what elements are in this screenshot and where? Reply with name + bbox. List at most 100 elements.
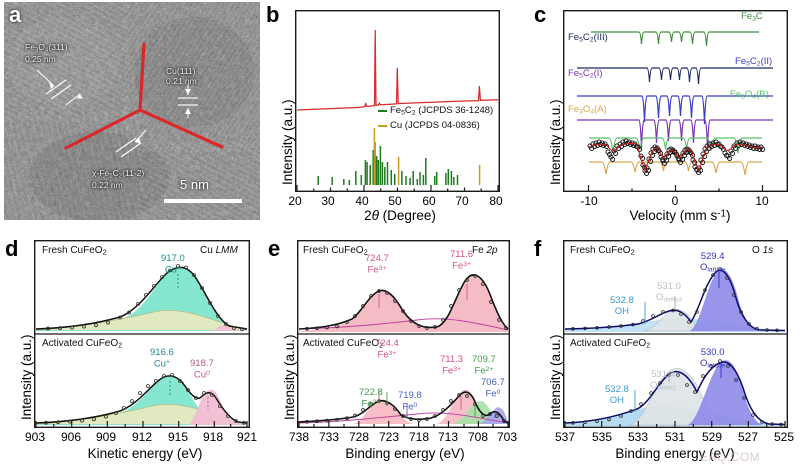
panel-a-tem-image: Fe3O4(311) 0.25 nm Cu(111) 0.21 nm χ-Fe5… (4, 2, 260, 220)
panel-d-tick-912: 912 (131, 430, 153, 444)
panel-d-peak-918-7: 918.7 Cu0 (190, 358, 214, 381)
panel-b-legend-fe5c2: Fe5C2 (JCPDS 36-1248) (378, 105, 493, 117)
panel-f-plot (563, 240, 788, 428)
panel-c-comp-fe3o4-b: Fe3O4(B) (730, 89, 769, 101)
panel-c-tick-0: 0 (671, 194, 679, 208)
panel-f-peak-532-8: 532.8 OH (610, 295, 634, 317)
panel-d-xlabel: Kinetic energy (eV) (87, 446, 203, 461)
tem-cu-spacing: 0.21 nm (166, 76, 197, 87)
panel-d-tick-906: 906 (60, 430, 82, 444)
panel-c-tick-neg10: -10 (580, 194, 598, 208)
panel-e-tick-713: 713 (437, 430, 459, 444)
panel-e-peak-711-3: 711.3 Fe3+ (440, 354, 464, 377)
panel-b-xlabel: 2θ (Degree) (364, 208, 436, 223)
legend-text-cu: Cu (JCPDS 04-0836) (390, 120, 480, 131)
panel-e-tick-708: 708 (467, 430, 489, 444)
panel-c-comp-fe5c2-iii: Fe5C2(III) (568, 32, 608, 44)
tem-fe5c2-spacing: 0.22 nm (92, 179, 123, 190)
panel-b-plot (295, 10, 500, 192)
legend-text-fe5c2: Fe5C2 (JCPDS 36-1248) (390, 105, 494, 117)
panel-f-tick-537: 537 (554, 430, 576, 444)
panel-e-tick-703: 703 (496, 430, 518, 444)
panel-b-tick-60: 60 (422, 194, 436, 208)
panel-e-peak-724-4: 724.4 Fe3+ (375, 338, 399, 361)
panel-d-peak-917: 917.0 Cu+ (161, 253, 185, 276)
panel-f-peak-531-4: 531.4 Odefect (650, 369, 676, 392)
panel-b-ylabel: Intensity (a.u.) (280, 99, 295, 185)
panel-a-label: a (9, 2, 22, 27)
panel-b-legend-cu: Cu (JCPDS 04-0836) (378, 120, 480, 131)
panel-f-tick-531: 531 (664, 430, 686, 444)
panel-f-label: f (534, 236, 542, 261)
panel-f-tick-525: 525 (773, 430, 795, 444)
panel-d-tick-903: 903 (24, 430, 46, 444)
panel-e-peak-724-7: 724.7 Fe3+ (365, 253, 389, 276)
panel-c-label: c (534, 2, 547, 27)
panel-d-tick-921: 921 (236, 430, 258, 444)
panel-c-comp-fe3o4-a: Fe3O4(A) (568, 104, 607, 116)
panel-e-top-title: Fresh CuFeO2 (303, 245, 368, 257)
panel-e-bottom-title: Activated CuFeO2 (303, 338, 384, 350)
panel-f-region-label: O 1s (752, 245, 774, 256)
panel-e-peak-706-7: 706.7 Fe0 (481, 377, 505, 400)
panel-e-xlabel: Binding energy (eV) (345, 446, 465, 461)
panel-c-comp-fe3c: Fe3C (741, 11, 763, 23)
panel-c-tick-10: 10 (755, 194, 769, 208)
panel-d-tick-909: 909 (95, 430, 117, 444)
tem-annotation-fe3o4: Fe3O4(311) 0.25 nm (25, 42, 68, 64)
panel-d-tick-918: 918 (202, 430, 224, 444)
panel-e-peak-719-8: 719.8 Fe0 (398, 390, 422, 413)
panel-f-top-title: Fresh CuFeO2 (570, 245, 635, 257)
panel-e-tick-723: 723 (378, 430, 400, 444)
tem-scale-bar (164, 199, 242, 203)
legend-dash-cu (378, 124, 387, 127)
panel-c-plot (563, 10, 788, 192)
tem-fe3o4-spacing: 0.25 nm (25, 53, 56, 64)
panel-f-peak-529-4: 529.4 Olattice (700, 251, 726, 274)
panel-f-peak-532-8-act: 532.8 OH (605, 384, 629, 406)
panel-b-label: b (266, 2, 280, 27)
panel-f-bottom-title: Activated CuFeO2 (570, 338, 651, 350)
panel-d-tick-915: 915 (167, 430, 189, 444)
panel-e-peak-709-7: 709.7 Fe2+ (472, 354, 496, 377)
panel-b-tick-40: 40 (355, 194, 369, 208)
panel-d-label: d (5, 236, 19, 261)
panel-f-tick-533: 533 (627, 430, 649, 444)
panel-d-region-label: Cu LMM (200, 245, 238, 256)
panel-f-ylabel: Intensity (a.u.) (548, 334, 563, 420)
panel-e-peak-711-6: 711.6 Fe3+ (450, 249, 474, 272)
panel-b-tick-50: 50 (388, 194, 402, 208)
panel-f-tick-529: 529 (701, 430, 723, 444)
panel-b-tick-80: 80 (489, 194, 503, 208)
tem-annotation-fe5c2: χ-Fe5C2(11-2) 0.22 nm (92, 168, 144, 190)
panel-e-tick-728: 728 (348, 430, 370, 444)
panel-f-tick-535: 535 (591, 430, 613, 444)
panel-e-plot (297, 240, 510, 428)
panel-d-peak-916-6: 916.6 Cu+ (150, 347, 174, 370)
tem-cu-plane: Cu(111) (166, 66, 196, 76)
panel-e-label: e (268, 236, 281, 261)
panel-c-ylabel: Intensity (a.u.) (548, 99, 563, 185)
panel-b-tick-20: 20 (288, 194, 302, 208)
panel-d-plot (34, 240, 250, 428)
panel-e-tick-738: 738 (288, 430, 310, 444)
panel-b-tick-70: 70 (455, 194, 469, 208)
panel-e-peak-722-8: 722.8 Fe2+ (359, 387, 383, 410)
panel-f-peak-531-0: 531.0 Odefect (656, 281, 682, 304)
legend-dash-fe5c2 (378, 109, 387, 112)
panel-c-comp-fe5c2-ii: Fe5C2(II) (735, 56, 773, 68)
panel-d-ylabel: Intensity (a.u.) (19, 334, 34, 420)
panel-b-tick-30: 30 (321, 194, 335, 208)
panel-d-top-title: Fresh CuFeO2 (42, 245, 107, 257)
panel-e-ylabel: Intensity (a.u.) (282, 334, 297, 420)
tem-fe3o4-plane: Fe3O4(311) (25, 42, 68, 54)
panel-f-tick-527: 527 (737, 430, 759, 444)
panel-c-xlabel: Velocity (mm s-1) (629, 208, 731, 223)
tem-fe5c2-plane: χ-Fe5C2(11-2) (92, 168, 145, 180)
tem-annotation-cu: Cu(111) 0.21 nm (166, 66, 197, 86)
panel-e-tick-718: 718 (408, 430, 430, 444)
panel-e-tick-733: 733 (318, 430, 340, 444)
panel-e-region-label: Fe 2p (472, 245, 498, 256)
panel-d-bottom-title: Activated CuFeO2 (42, 338, 123, 350)
